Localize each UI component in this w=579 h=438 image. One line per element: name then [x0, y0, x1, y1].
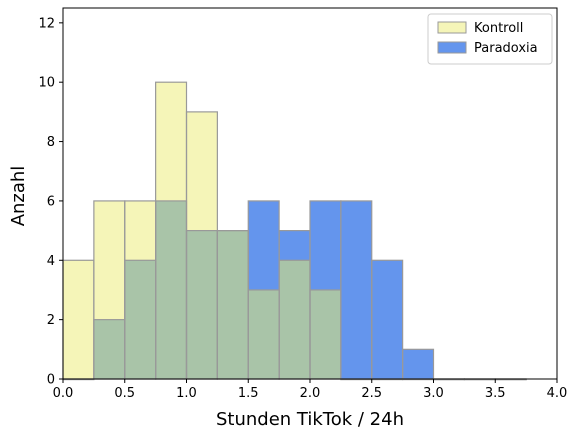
- x-tick-label: 0.0: [53, 386, 74, 401]
- bar-overlap-5: [217, 230, 249, 379]
- legend-swatch-paradoxia: [437, 41, 467, 54]
- x-tick-label: 1.5: [238, 386, 259, 401]
- bars-layer: [62, 81, 527, 381]
- x-tick-label: 0.5: [114, 386, 135, 401]
- x-tick-label: 2.5: [361, 386, 382, 401]
- axes-layer: 0.0 0.5 1.0 1.5 2.0 2.5 3.0 3.5 4.0 0 2 4 6 8 10 12: [38, 7, 568, 401]
- bar-kontroll-0: [63, 260, 94, 379]
- y-tick-label: 4: [47, 254, 55, 269]
- x-tick-label: 3.0: [423, 386, 444, 401]
- bar-overlap-2: [124, 260, 156, 379]
- bar-paradoxia-11: [402, 349, 434, 379]
- y-tick-label: 2: [47, 313, 55, 328]
- bar-paradoxia-9: [340, 200, 372, 379]
- y-tick-label: 6: [47, 194, 55, 209]
- bar-overlap-4: [186, 230, 218, 379]
- bar-kontroll-2: [124, 200, 156, 261]
- bar-overlap-3: [155, 200, 187, 379]
- bar-paradoxia-8: [310, 200, 341, 290]
- x-tick-label: 2.0: [300, 386, 321, 401]
- legend-label-paradoxia: Paradoxia: [474, 41, 538, 56]
- x-axis-title: Stunden TikTok / 24h: [216, 409, 404, 430]
- y-tick-label: 0: [47, 373, 55, 388]
- y-axis-title: Anzahl: [8, 166, 29, 227]
- bar-paradoxia-6: [248, 200, 280, 290]
- legend-label-kontroll: Kontroll: [474, 21, 523, 36]
- y-tick-label: 8: [47, 135, 55, 150]
- bar-overlap-6: [248, 289, 280, 379]
- bar-paradoxia-7: [279, 230, 310, 261]
- bar-kontroll-1: [93, 200, 125, 320]
- y-tick-label: 12: [38, 16, 55, 31]
- x-tick-label: 1.0: [176, 386, 197, 401]
- bar-paradoxia-10: [371, 260, 403, 379]
- x-tick-label: 4.0: [547, 386, 568, 401]
- x-tick-label: 3.5: [485, 386, 506, 401]
- bar-kontroll-3: [155, 82, 187, 201]
- bar-overlap-1: [93, 319, 125, 379]
- y-tick-label: 10: [38, 76, 55, 91]
- bar-overlap-7: [279, 260, 310, 379]
- bar-kontroll-4: [186, 111, 218, 231]
- legend: Kontroll Paradoxia: [427, 13, 553, 65]
- legend-swatch-kontroll: [437, 21, 467, 34]
- bar-overlap-8: [310, 289, 341, 379]
